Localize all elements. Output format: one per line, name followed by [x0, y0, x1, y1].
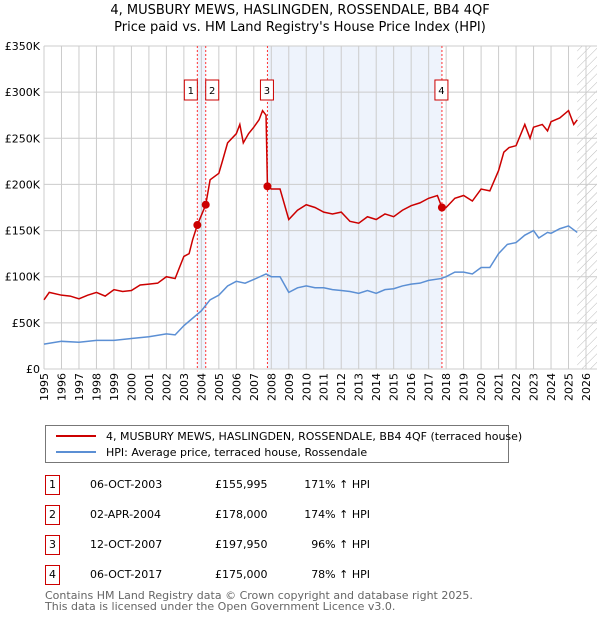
sale-price: £197,950 [215, 538, 268, 551]
sale-number-badge: 3 [45, 535, 60, 555]
sale-price: £155,995 [215, 478, 268, 491]
sale-number-badge: 4 [45, 565, 60, 585]
x-tick-label: 2013 [353, 373, 366, 401]
sale-date: 06-OCT-2017 [90, 568, 163, 581]
y-tick-label: £50K [12, 317, 41, 330]
sale-point [263, 182, 272, 191]
sale-label: 4 [438, 86, 444, 97]
y-tick-label: £350K [5, 40, 41, 53]
y-tick-label: £0 [26, 363, 40, 376]
x-tick-label: 2012 [335, 373, 348, 401]
x-tick-label: 1997 [73, 373, 86, 401]
footer-licence: This data is licensed under the Open Gov… [45, 600, 396, 613]
sale-row: 3 12-OCT-2007 £197,950 96% ↑ HPI [45, 535, 545, 555]
sale-price: £178,000 [215, 508, 268, 521]
x-tick-label: 2005 [213, 373, 226, 401]
legend: 4, MUSBURY MEWS, HASLINGDEN, ROSSENDALE,… [45, 425, 522, 463]
sale-number-badge: 1 [45, 475, 60, 495]
sale-date: 06-OCT-2003 [90, 478, 163, 491]
x-tick-label: 2007 [248, 373, 261, 401]
y-tick-label: £100K [5, 271, 41, 284]
sale-label-box [205, 79, 220, 101]
shaded-period [267, 46, 442, 369]
x-tick-label: 2009 [283, 373, 296, 401]
x-tick-label: 2003 [178, 373, 191, 401]
legend-label-property: 4, MUSBURY MEWS, HASLINGDEN, ROSSENDALE,… [106, 429, 523, 443]
sale-point [437, 203, 446, 212]
x-tick-label: 2019 [458, 373, 471, 401]
x-tick-label: 1995 [38, 373, 51, 401]
x-tick-label: 2002 [160, 373, 173, 401]
y-tick-label: £150K [5, 225, 41, 238]
x-tick-label: 2001 [143, 373, 156, 401]
sale-row: 2 02-APR-2004 £178,000 174% ↑ HPI [45, 505, 545, 525]
x-tick-label: 1998 [90, 373, 103, 401]
x-tick-label: 1999 [108, 373, 121, 401]
sale-label-box [183, 79, 198, 101]
x-tick-label: 2015 [388, 373, 401, 401]
y-tick-label: £250K [5, 132, 41, 145]
sale-label: 3 [264, 86, 270, 97]
x-tick-label: 2016 [405, 373, 418, 401]
x-tick-label: 2022 [510, 373, 523, 401]
y-tick-label: £300K [5, 86, 41, 99]
footer-copyright: Contains HM Land Registry data © Crown c… [45, 589, 473, 602]
legend-swatch-property [56, 435, 96, 437]
sale-label-box [259, 79, 274, 101]
chart-subtitle: Price paid vs. HM Land Registry's House … [114, 20, 486, 35]
price-chart: 1995 1996 1997 1998 1999 2000 2001 2002 2003 2004… [5, 40, 597, 401]
x-tick-label: 2017 [423, 373, 436, 401]
x-tick-label: 2020 [475, 373, 488, 401]
sale-date: 12-OCT-2007 [90, 538, 163, 551]
x-tick-label: 1996 [55, 373, 68, 401]
x-tick-label: 2008 [265, 373, 278, 401]
sale-label: 2 [209, 86, 215, 97]
x-tick-label: 2021 [493, 373, 506, 401]
sale-label: 1 [188, 86, 194, 97]
sale-date: 02-APR-2004 [90, 508, 162, 521]
x-tick-label: 2025 [563, 373, 576, 401]
x-tick-label: 2014 [370, 373, 383, 401]
x-tick-label: 2011 [318, 373, 331, 401]
hpi-line [43, 225, 578, 345]
sale-row: 1 06-OCT-2003 £155,995 171% ↑ HPI [45, 475, 545, 495]
sale-number-badge: 2 [45, 505, 60, 525]
forecast-hatch [577, 46, 597, 369]
sale-hpi-change: 174% ↑ HPI [304, 508, 370, 521]
property-price-line [43, 109, 578, 301]
x-tick-label: 2026 [580, 373, 593, 401]
sale-label-box [434, 79, 449, 101]
x-tick-label: 2018 [440, 373, 453, 401]
x-tick-label: 2010 [300, 373, 313, 401]
sale-hpi-change: 171% ↑ HPI [304, 478, 370, 491]
sale-hpi-change: 96% ↑ HPI [311, 538, 370, 551]
y-tick-label: £200K [5, 178, 41, 191]
chart-title: 4, MUSBURY MEWS, HASLINGDEN, ROSSENDALE,… [110, 3, 490, 18]
x-tick-label: 2023 [528, 373, 541, 401]
sale-point [193, 221, 202, 230]
x-tick-label: 2000 [125, 373, 138, 401]
legend-swatch-hpi [56, 451, 96, 453]
legend-label-hpi: HPI: Average price, terraced house, Ross… [106, 445, 368, 459]
sale-row: 4 06-OCT-2017 £175,000 78% ↑ HPI [45, 565, 545, 585]
sale-price: £175,000 [215, 568, 268, 581]
sale-hpi-change: 78% ↑ HPI [311, 568, 370, 581]
footer: Contains HM Land Registry data © Crown c… [45, 590, 473, 612]
x-tick-label: 2004 [195, 373, 208, 401]
x-tick-label: 2024 [545, 373, 558, 401]
x-tick-label: 2006 [230, 373, 243, 401]
sale-point [201, 200, 210, 209]
